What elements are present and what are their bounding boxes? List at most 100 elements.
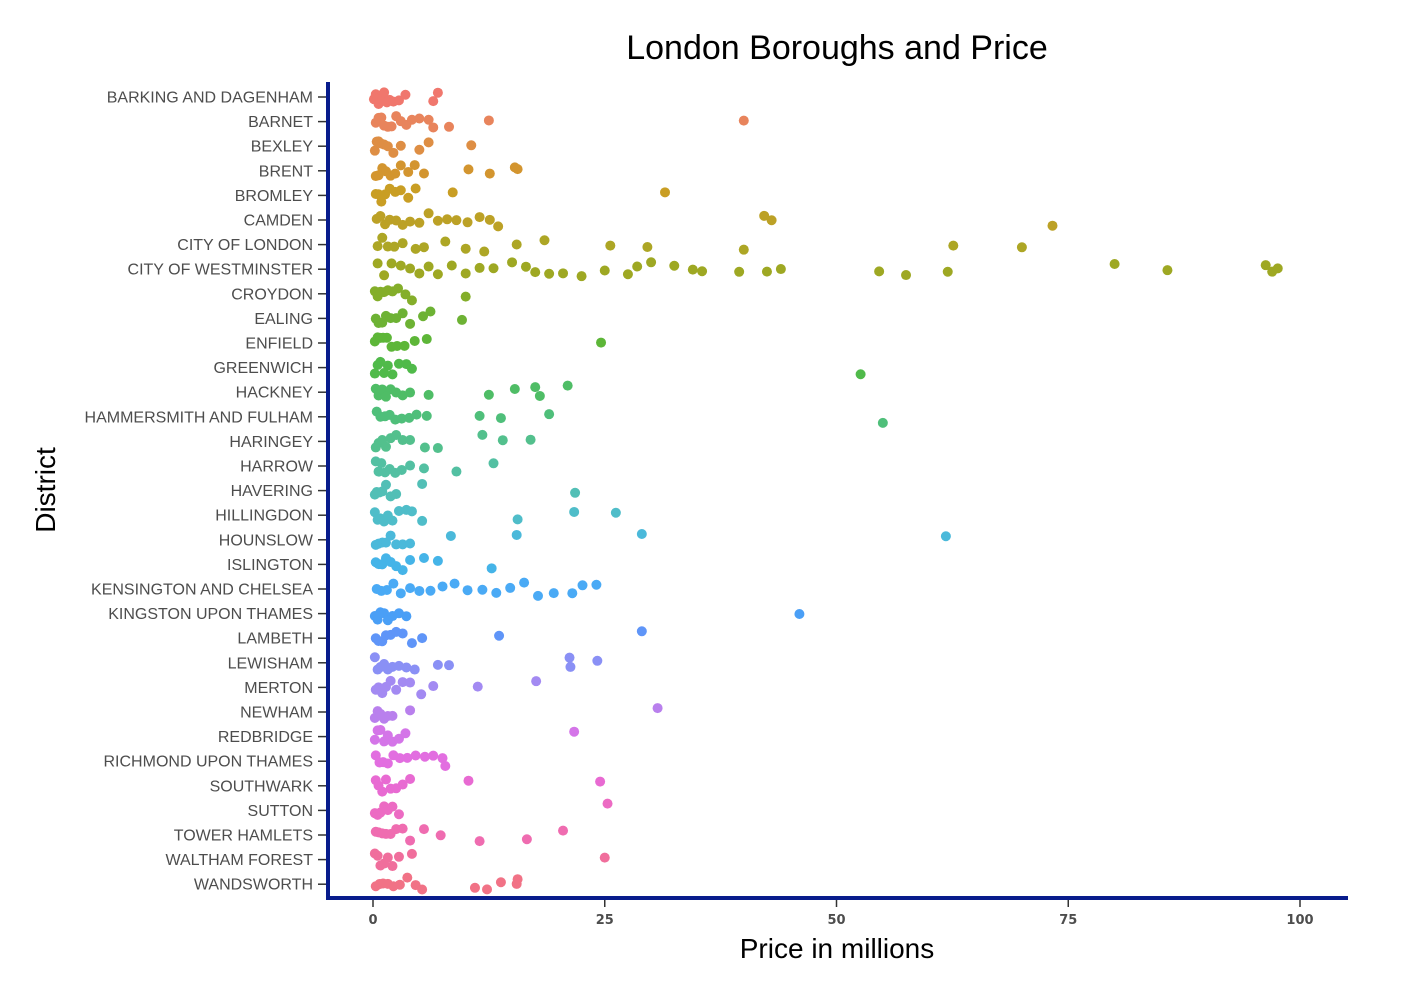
data-point — [646, 257, 657, 268]
data-point — [794, 609, 805, 620]
data-point — [410, 750, 421, 761]
data-point — [379, 368, 390, 379]
data-point — [375, 356, 386, 367]
data-point — [602, 798, 613, 809]
data-point — [417, 478, 428, 489]
y-tick-label: BROMLEY — [235, 188, 314, 205]
data-point — [417, 633, 428, 644]
data-point — [397, 539, 408, 550]
y-tick-label: HOUNSLOW — [219, 532, 314, 549]
data-point — [446, 260, 457, 271]
data-point — [405, 318, 416, 329]
data-point — [488, 263, 499, 274]
data-point — [874, 266, 885, 277]
y-tick-label: ISLINGTON — [227, 557, 313, 574]
y-tick-label: MERTON — [244, 680, 313, 697]
data-point — [417, 884, 428, 895]
data-point — [462, 217, 473, 228]
data-point — [599, 265, 610, 276]
chart-title: London Boroughs and Price — [626, 29, 1048, 67]
data-point — [401, 662, 412, 673]
data-point — [472, 681, 483, 692]
data-point — [400, 728, 411, 739]
data-point — [512, 164, 523, 175]
data-point — [669, 260, 680, 271]
data-point — [376, 458, 387, 469]
data-point — [380, 441, 391, 452]
data-point — [738, 244, 749, 255]
data-point — [414, 113, 425, 124]
data-point — [565, 661, 576, 672]
data-point — [512, 514, 523, 525]
y-tick-label: RICHMOND UPON THAMES — [104, 754, 314, 771]
data-point — [596, 337, 607, 348]
data-point — [484, 214, 495, 225]
data-point — [395, 588, 406, 599]
y-tick-label: NEWHAM — [240, 705, 313, 722]
data-point — [564, 652, 575, 663]
y-tick-label: WANDSWORTH — [194, 877, 313, 894]
data-point — [1109, 259, 1120, 270]
data-point — [380, 391, 391, 402]
data-point — [432, 269, 443, 280]
data-point — [409, 335, 420, 346]
data-point — [423, 114, 434, 125]
data-point — [855, 369, 866, 380]
data-point — [380, 479, 391, 490]
data-point — [369, 145, 380, 156]
y-tick-label: BARNET — [248, 114, 313, 131]
y-axis-title: District — [30, 447, 61, 533]
data-point — [394, 879, 405, 890]
data-point — [775, 264, 786, 275]
data-point — [432, 659, 443, 670]
x-axis-title: Price in millions — [740, 933, 935, 964]
data-point — [652, 703, 663, 714]
data-point — [488, 458, 499, 469]
data-point — [591, 579, 602, 590]
data-point — [406, 638, 417, 649]
data-point — [406, 363, 417, 374]
data-point — [372, 850, 383, 861]
data-point — [577, 580, 588, 591]
data-point — [388, 578, 399, 589]
data-point — [428, 96, 439, 107]
x-axis-ticks: 0 25 50 75 100 — [368, 900, 1314, 928]
data-point — [567, 588, 578, 599]
data-point — [484, 168, 495, 179]
data-point — [482, 884, 493, 895]
data-point — [401, 611, 412, 622]
data-point — [405, 835, 416, 846]
data-point — [632, 261, 643, 272]
data-point — [901, 270, 912, 281]
data-point — [379, 87, 390, 98]
data-point — [544, 409, 555, 420]
data-point — [544, 268, 555, 279]
data-point — [636, 528, 647, 539]
data-point — [414, 585, 425, 596]
data-point — [444, 121, 455, 132]
data-point — [428, 681, 439, 692]
data-point — [512, 874, 523, 885]
data-point — [391, 489, 402, 500]
data-point — [397, 677, 408, 688]
data-point — [382, 852, 393, 863]
data-point — [463, 164, 474, 175]
data-point — [437, 753, 448, 764]
data-point — [397, 779, 408, 790]
data-point — [385, 530, 396, 541]
y-tick-label: HARINGEY — [229, 434, 313, 451]
y-tick-label: CAMDEN — [244, 213, 313, 230]
data-point — [942, 266, 953, 277]
data-point — [395, 185, 406, 196]
data-point — [466, 140, 477, 151]
data-point — [432, 215, 443, 226]
data-point — [406, 506, 417, 517]
data-point — [405, 555, 416, 566]
data-point — [406, 848, 417, 859]
y-tick-label: BEXLEY — [251, 139, 314, 156]
data-point — [477, 429, 488, 440]
data-point — [393, 506, 404, 517]
data-point — [400, 89, 411, 100]
data-point — [382, 360, 393, 371]
